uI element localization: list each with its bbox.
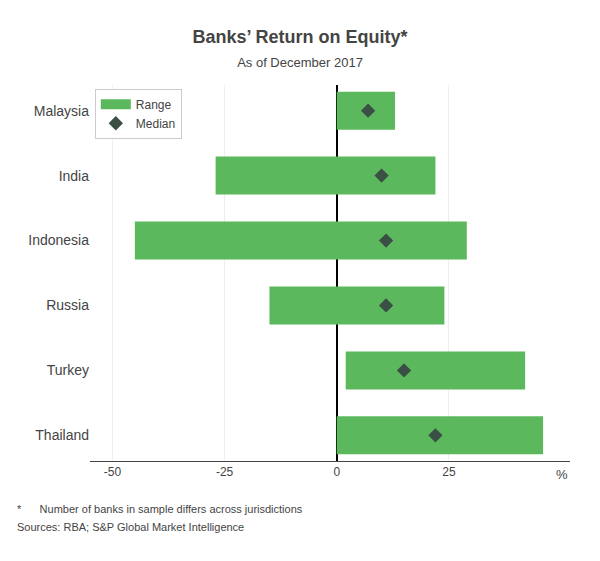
svg-text:0: 0 — [333, 465, 340, 479]
svg-text:Sources: RBA; S&P Global Marke: Sources: RBA; S&P Global Market Intellig… — [17, 521, 244, 533]
svg-text:Thailand: Thailand — [35, 427, 89, 443]
svg-text:Range: Range — [136, 98, 172, 112]
svg-text:25: 25 — [442, 465, 456, 479]
svg-text:-25: -25 — [216, 465, 234, 479]
svg-text:* Number of banks in samp: * Number of banks in sample differs acro… — [17, 503, 303, 515]
svg-text:Indonesia: Indonesia — [28, 232, 89, 248]
svg-text:As of December 2017: As of December 2017 — [237, 55, 363, 70]
svg-text:-50: -50 — [104, 465, 122, 479]
svg-text:Banks’ Return on Equity*: Banks’ Return on Equity* — [192, 27, 407, 47]
svg-text:Malaysia: Malaysia — [34, 103, 89, 119]
svg-text:Russia: Russia — [46, 297, 89, 313]
svg-text:Median: Median — [136, 117, 175, 131]
svg-text:%: % — [556, 467, 568, 482]
svg-text:Turkey: Turkey — [47, 362, 89, 378]
svg-text:India: India — [59, 168, 90, 184]
